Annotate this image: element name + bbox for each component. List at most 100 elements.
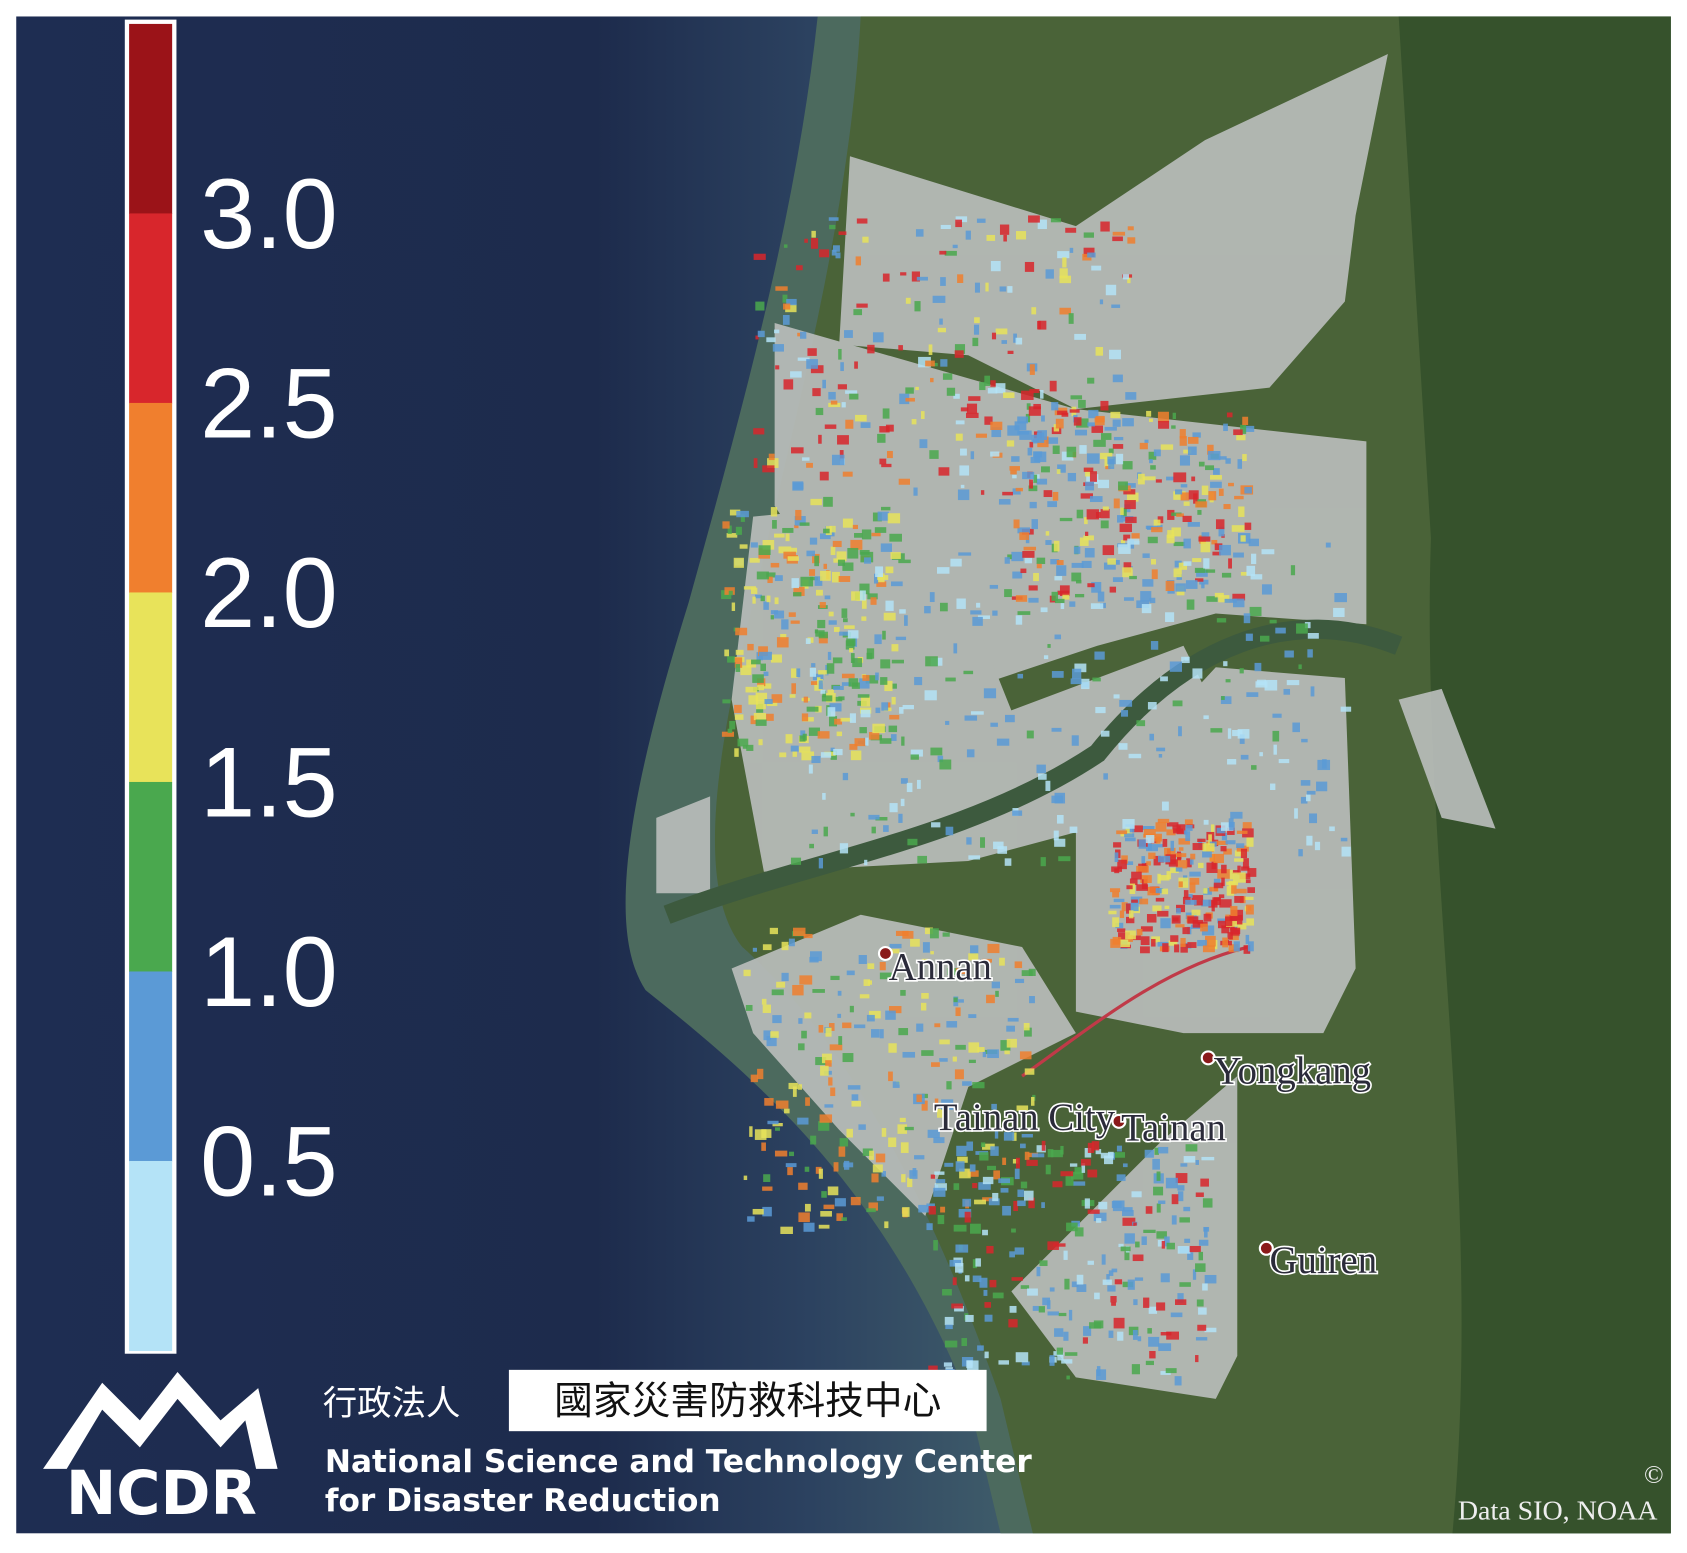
depth-pixel bbox=[1002, 1157, 1007, 1165]
depth-pixel bbox=[1188, 894, 1193, 898]
depth-pixel bbox=[1122, 461, 1133, 470]
depth-pixel bbox=[1057, 251, 1070, 259]
depth-pixel bbox=[793, 586, 805, 596]
depth-pixel bbox=[1089, 1322, 1102, 1329]
depth-pixel bbox=[779, 752, 787, 758]
depth-pixel bbox=[1097, 591, 1105, 602]
depth-pixel bbox=[1170, 840, 1175, 852]
depth-pixel bbox=[1158, 1343, 1172, 1352]
depth-pixel bbox=[1223, 848, 1232, 855]
depth-pixel bbox=[1084, 1198, 1090, 1209]
depth-pixel bbox=[1043, 490, 1053, 498]
depth-pixel bbox=[1143, 1297, 1150, 1308]
depth-pixel bbox=[944, 1316, 954, 1326]
depth-pixel bbox=[838, 696, 845, 701]
depth-pixel bbox=[881, 463, 892, 468]
depth-pixel bbox=[1106, 1274, 1110, 1283]
depth-pixel bbox=[1116, 830, 1128, 835]
depth-pixel bbox=[1142, 579, 1154, 587]
depth-pixel bbox=[954, 1306, 964, 1312]
depth-pixel bbox=[1166, 871, 1172, 880]
depth-pixel bbox=[860, 696, 871, 707]
copyright: © bbox=[1644, 1460, 1664, 1489]
depth-pixel bbox=[1100, 400, 1109, 411]
depth-pixel bbox=[1175, 1173, 1188, 1184]
place-dot bbox=[877, 945, 893, 962]
depth-pixel bbox=[1113, 898, 1125, 903]
depth-pixel bbox=[774, 610, 785, 619]
depth-pixel bbox=[1107, 456, 1116, 465]
depth-pixel bbox=[945, 826, 954, 836]
depth-pixel bbox=[879, 972, 892, 980]
depth-pixel bbox=[1006, 1025, 1015, 1032]
depth-pixel bbox=[1067, 472, 1077, 482]
depth-pixel bbox=[803, 696, 809, 703]
depth-pixel bbox=[842, 518, 853, 528]
depth-pixel bbox=[798, 1182, 808, 1190]
depth-pixel bbox=[1198, 1239, 1209, 1246]
depth-pixel bbox=[1191, 909, 1201, 916]
depth-pixel bbox=[1136, 865, 1149, 873]
depth-pixel bbox=[968, 396, 981, 401]
depth-pixel bbox=[982, 1143, 995, 1150]
depth-pixel bbox=[942, 932, 950, 937]
flood-zone bbox=[656, 796, 711, 894]
depth-pixel bbox=[1195, 578, 1204, 582]
depth-pixel bbox=[861, 599, 867, 609]
depth-pixel bbox=[1158, 420, 1170, 429]
depth-pixel bbox=[1269, 619, 1277, 624]
depth-pixel bbox=[1177, 1293, 1184, 1303]
depth-pixel bbox=[805, 638, 811, 644]
place-label: Tainan City bbox=[934, 1096, 1116, 1139]
depth-pixel bbox=[819, 533, 831, 540]
depth-pixel bbox=[899, 1117, 906, 1123]
depth-pixel bbox=[1249, 606, 1262, 617]
depth-pixel bbox=[882, 408, 890, 419]
depth-pixel bbox=[970, 610, 982, 615]
depth-pixel bbox=[1112, 419, 1121, 427]
depth-pixel bbox=[1095, 347, 1104, 356]
depth-pixel bbox=[1104, 1155, 1114, 1165]
depth-pixel bbox=[994, 1129, 999, 1139]
depth-pixel bbox=[965, 412, 979, 419]
depth-pixel bbox=[891, 659, 904, 664]
depth-pixel bbox=[955, 420, 965, 425]
depth-pixel bbox=[1068, 1309, 1073, 1321]
depth-pixel bbox=[1192, 919, 1204, 928]
depth-pixel bbox=[850, 812, 855, 817]
depth-pixel bbox=[964, 1275, 970, 1282]
depth-pixel bbox=[879, 738, 892, 744]
depth-pixel bbox=[837, 384, 847, 390]
depth-pixel bbox=[1140, 926, 1153, 932]
depth-pixel bbox=[1273, 744, 1277, 755]
depth-pixel bbox=[752, 674, 764, 683]
depth-pixel bbox=[1087, 1142, 1095, 1153]
depth-pixel bbox=[1230, 811, 1243, 819]
depth-pixel bbox=[1142, 826, 1155, 831]
depth-pixel bbox=[1173, 491, 1186, 500]
depth-pixel bbox=[871, 826, 876, 834]
depth-pixel bbox=[845, 640, 855, 650]
depth-pixel bbox=[992, 610, 998, 616]
depth-pixel bbox=[885, 1010, 896, 1020]
depth-pixel bbox=[836, 1213, 843, 1221]
depth-pixel bbox=[845, 390, 858, 394]
legend-band bbox=[129, 402, 173, 593]
depth-pixel bbox=[795, 509, 802, 521]
depth-pixel bbox=[1122, 418, 1134, 427]
depth-pixel bbox=[1184, 1238, 1191, 1243]
depth-pixel bbox=[788, 1082, 798, 1090]
depth-pixel bbox=[1156, 747, 1166, 752]
depth-pixel bbox=[1009, 1251, 1015, 1258]
depth-pixel bbox=[1190, 853, 1196, 860]
depth-pixel bbox=[1176, 908, 1181, 914]
depth-pixel bbox=[817, 619, 826, 629]
depth-pixel bbox=[927, 1129, 940, 1138]
depth-pixel bbox=[915, 229, 924, 237]
depth-pixel bbox=[944, 1162, 954, 1167]
depth-pixel bbox=[1100, 509, 1110, 519]
depth-pixel bbox=[916, 779, 921, 789]
depth-pixel bbox=[843, 1162, 854, 1168]
depth-pixel bbox=[1029, 441, 1034, 448]
depth-pixel bbox=[1234, 896, 1244, 903]
